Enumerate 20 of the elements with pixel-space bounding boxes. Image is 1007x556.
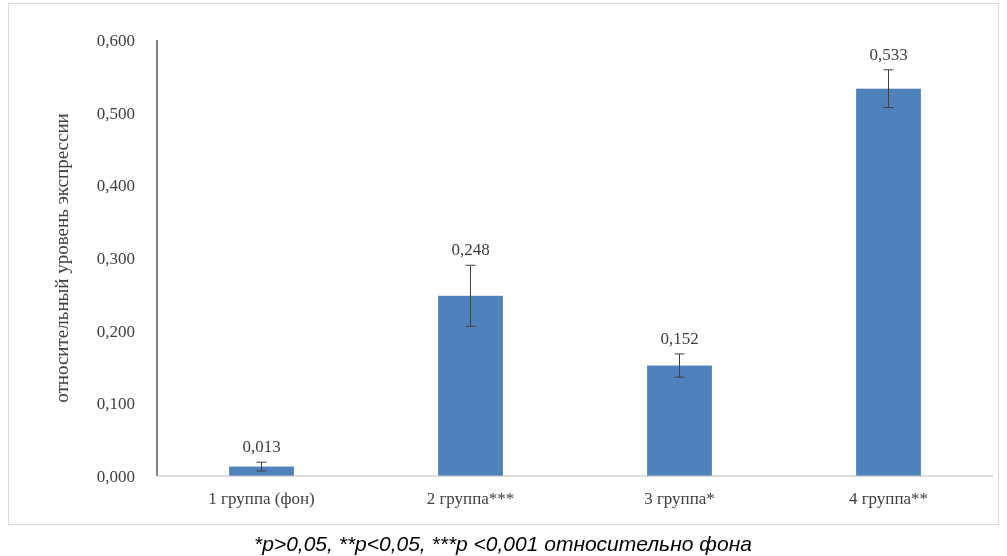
x-tick-label: 1 группа (фон) bbox=[208, 489, 315, 508]
bar bbox=[438, 295, 503, 476]
y-tick-label: 0,500 bbox=[96, 103, 135, 123]
y-tick-label: 0,300 bbox=[96, 249, 135, 268]
data-label: 0,152 bbox=[660, 328, 699, 348]
text: *p>0,05, **p<0,05, ***p <0,001 относительно фона bbox=[254, 532, 752, 555]
y-tick-label: 0,400 bbox=[96, 176, 135, 196]
y-tick-label: 0,100 bbox=[96, 394, 135, 414]
x-tick-label: 4 группа** bbox=[848, 489, 929, 508]
bar bbox=[647, 365, 712, 476]
bar bbox=[856, 88, 921, 476]
data-label: 0,248 bbox=[451, 240, 490, 260]
y-axis-title: относительный уровень экспрессии bbox=[51, 113, 72, 403]
y-tick-label: 0,600 bbox=[96, 31, 135, 50]
y-tick-label: 0,000 bbox=[96, 467, 135, 486]
data-label: 0,013 bbox=[242, 437, 281, 457]
x-tick-label: 3 группа* bbox=[644, 489, 715, 508]
data-label: 0,533 bbox=[869, 44, 908, 64]
y-tick-label: 0,200 bbox=[96, 321, 135, 341]
x-tick-label: 2 группа*** bbox=[426, 489, 515, 508]
